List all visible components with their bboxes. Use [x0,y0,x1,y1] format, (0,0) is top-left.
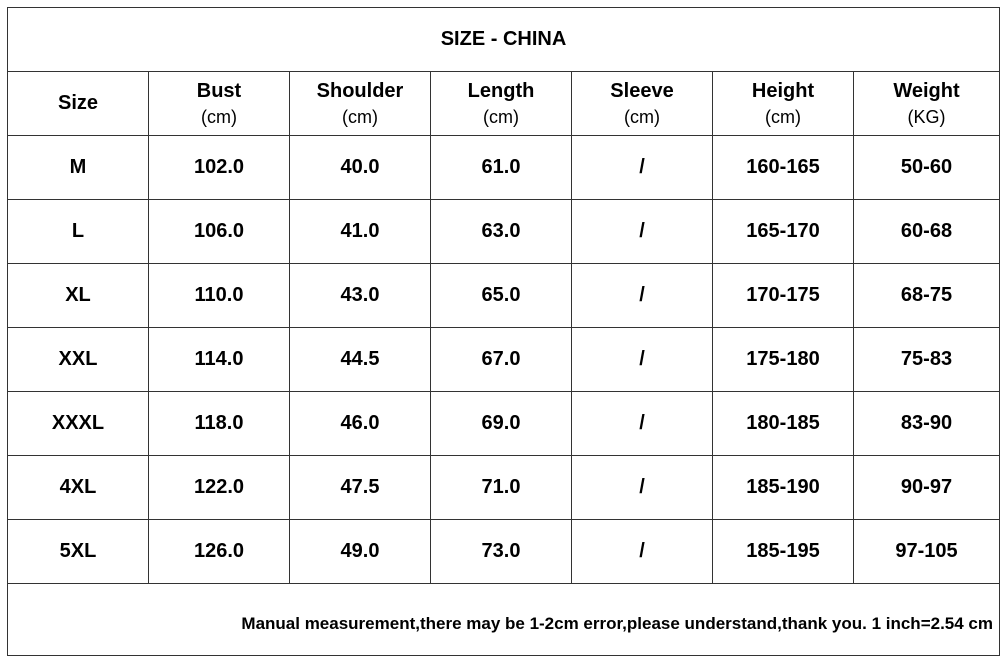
header-name: Weight [893,79,960,102]
header-name: Bust [196,79,242,102]
header-unit: (KG) [907,106,946,127]
cell: 175-180 [712,327,854,392]
cell: 180-185 [712,391,854,456]
cell: / [571,327,713,392]
header-name: Shoulder [316,79,404,102]
cell: 114.0 [148,327,290,392]
cell: 73.0 [430,519,572,584]
cell: 118.0 [148,391,290,456]
cell: 185-190 [712,455,854,520]
data-row: XXL 114.0 44.5 67.0/175-180 75-83 [7,327,1000,392]
header-name: Height [751,79,815,102]
cell: 170-175 [712,263,854,328]
cell: / [571,135,713,200]
cell: 69.0 [430,391,572,456]
note: Manual measurement,there may be 1-2cm er… [6,583,1000,656]
data-row: XL 110.0 43.0 65.0/170-175 68-75 [7,263,1000,328]
cell: 102.0 [148,135,290,200]
cell: 67.0 [430,327,572,392]
cell: 44.5 [289,327,431,392]
table-title: SIZE - CHINA [6,7,1000,72]
cell: 185-195 [712,519,854,584]
cell: M [7,135,149,200]
header-unit: (cm) [342,106,378,127]
header-name: Length [467,79,535,102]
cell: 75-83 [852,327,1000,392]
cell: 63.0 [430,199,572,264]
cell: 4XL [7,455,149,520]
header-cell: Height (cm) [712,71,854,136]
header-cell: Shoulder (cm) [289,71,431,136]
cell: 49.0 [289,519,431,584]
header-cell: Sleeve (cm) [571,71,713,136]
cell: 110.0 [148,263,290,328]
cell: 5XL [7,519,149,584]
cell: 165-170 [712,199,854,264]
cell: 83-90 [852,391,1000,456]
cell: XXXL [7,391,149,456]
cell: / [571,391,713,456]
header-cell: Size [7,71,149,136]
cell: 65.0 [430,263,572,328]
data-row: 5XL 126.0 49.0 73.0/185-195 97-105 [7,519,1000,584]
cell: XL [7,263,149,328]
cell: 40.0 [289,135,431,200]
cell: 90-97 [852,455,1000,520]
cell: / [571,519,713,584]
cell: 61.0 [430,135,572,200]
header-unit: (cm) [765,106,801,127]
cell: XXL [7,327,149,392]
header-cell: Bust (cm) [148,71,290,136]
cell: 46.0 [289,391,431,456]
data-row: L 106.0 41.0 63.0/165-170 60-68 [7,199,1000,264]
header-cell: Length (cm) [430,71,572,136]
size-table: SIZE - CHINA Size Bust (cm) Shoulder (cm) Len… [6,7,1000,656]
cell: / [571,199,713,264]
cell: 50-60 [852,135,1000,200]
cell: 43.0 [289,263,431,328]
cell: 106.0 [148,199,290,264]
cell: 68-75 [852,263,1000,328]
title-row: SIZE - CHINA [6,7,1000,72]
table-body: SIZE - CHINA Size Bust (cm) Shoulder (cm) Len… [6,7,1000,656]
header-unit: (cm) [201,106,237,127]
header-row: Size Bust (cm) Shoulder (cm) Length (cm) Sleeve… [7,71,1000,136]
header-unit: (cm) [483,106,519,127]
cell: 71.0 [430,455,572,520]
cell: 47.5 [289,455,431,520]
header-name: Sleeve [610,79,674,102]
cell: L [7,199,149,264]
header-name: Size [57,92,99,114]
cell: / [571,263,713,328]
cell: 122.0 [148,455,290,520]
cell: 126.0 [148,519,290,584]
cell: 97-105 [852,519,1000,584]
cell: 60-68 [852,199,1000,264]
header-unit: (cm) [624,106,660,127]
cell: 41.0 [289,199,431,264]
cell: 160-165 [712,135,854,200]
data-row: M 102.0 40.0 61.0/160-165 50-60 [7,135,1000,200]
data-row: 4XL 122.0 47.5 71.0/185-190 90-97 [7,455,1000,520]
data-row: XXXL 118.0 46.0 69.0/180-185 83-90 [7,391,1000,456]
header-cell: Weight (KG) [852,71,1000,136]
cell: / [571,455,713,520]
note-row: Manual measurement,there may be 1-2cm er… [6,583,1000,656]
